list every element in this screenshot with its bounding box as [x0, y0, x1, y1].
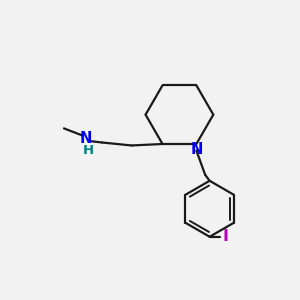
Text: N: N [80, 130, 92, 146]
Text: H: H [83, 144, 94, 157]
Text: I: I [223, 229, 229, 244]
Text: N: N [191, 142, 203, 157]
